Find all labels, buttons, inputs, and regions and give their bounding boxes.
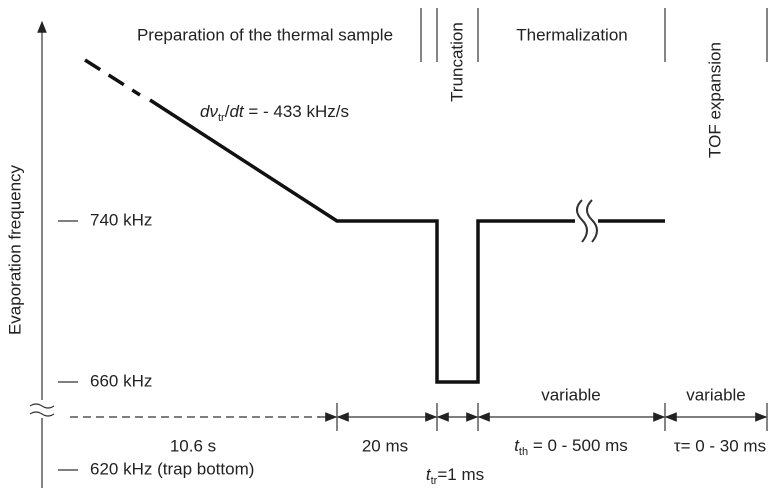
slope-main: dν — [200, 102, 218, 121]
slope-label: dνtr/dt = - 433 kHz/s — [200, 102, 349, 123]
slope-sub: tr — [218, 112, 225, 124]
duration-label: τ= 0 - 30 ms — [674, 436, 766, 455]
note: variable — [541, 385, 601, 404]
phases: Preparation of the thermal sample Trunca… — [137, 8, 768, 158]
subscript: th — [519, 446, 528, 458]
duration-label: tth = 0 - 500 ms — [514, 436, 628, 457]
slope-rest: = - 433 kHz/s — [244, 102, 349, 121]
symbol: t — [426, 465, 432, 484]
subscript: tr — [431, 475, 438, 487]
note: variable — [686, 385, 746, 404]
phase-label: Thermalization — [516, 25, 628, 44]
value: =1 ms — [437, 465, 484, 484]
axis-label: Evaporation frequency — [5, 164, 24, 335]
phase-label: Truncation — [447, 22, 466, 102]
symbol: t — [514, 436, 520, 455]
phase-label: Preparation of the thermal sample — [137, 25, 393, 44]
level-label: 660 kHz — [90, 371, 152, 390]
y-axis: Evaporation frequency 740 kHz 660 kHz 62… — [5, 20, 254, 488]
duration-label: 20 ms — [362, 436, 408, 455]
duration-label: 10.6 s — [170, 436, 216, 455]
duration-label: ttr=1 ms — [426, 465, 484, 486]
timeline: 10.6 s 20 ms ttr=1 ms variable tth = 0 -… — [70, 385, 768, 487]
slope-slash: / — [225, 102, 230, 121]
level-label: 740 kHz — [90, 210, 152, 229]
level-label: 620 kHz (trap bottom) — [90, 459, 254, 478]
phase-label: TOF expansion — [705, 42, 724, 158]
slope-dt: dt — [229, 102, 244, 121]
value: = 0 - 500 ms — [528, 436, 628, 455]
frequency-curve — [84, 58, 665, 384]
